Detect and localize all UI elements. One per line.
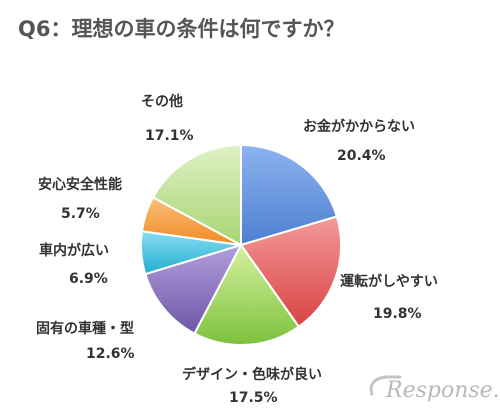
- pie-slice: [239, 215, 342, 329]
- slice-label: 固有の車種・型: [36, 320, 134, 337]
- slice-label: お金がかからない: [303, 118, 415, 135]
- pie-slice: [240, 143, 339, 247]
- brand-logo-text: Response.: [385, 378, 500, 403]
- slice-label: その他: [141, 93, 183, 110]
- slice-value-label: 6.9%: [69, 271, 108, 287]
- slice-label: 車内が広い: [39, 242, 109, 259]
- brand-logo: Response.: [369, 375, 500, 403]
- slice-value-label: 17.1%: [145, 128, 194, 144]
- brand-logo-mark-icon: [369, 375, 402, 396]
- pie-slice: [193, 243, 301, 346]
- slice-value-label: 19.8%: [373, 306, 422, 322]
- pie-slice: [151, 143, 242, 247]
- slice-label: デザイン・色味が良い: [182, 366, 322, 383]
- slice-value-label: 17.5%: [229, 390, 278, 406]
- slice-label: 運転がしやすい: [340, 273, 438, 290]
- slice-value-label: 5.7%: [61, 206, 100, 222]
- slice-label: 安心安全性能: [38, 176, 122, 193]
- chart-title: Q6：理想の車の条件は何ですか？: [18, 17, 344, 41]
- slice-value-label: 20.4%: [337, 148, 386, 164]
- slice-value-label: 12.6%: [86, 346, 135, 362]
- pie-slices: [140, 143, 342, 346]
